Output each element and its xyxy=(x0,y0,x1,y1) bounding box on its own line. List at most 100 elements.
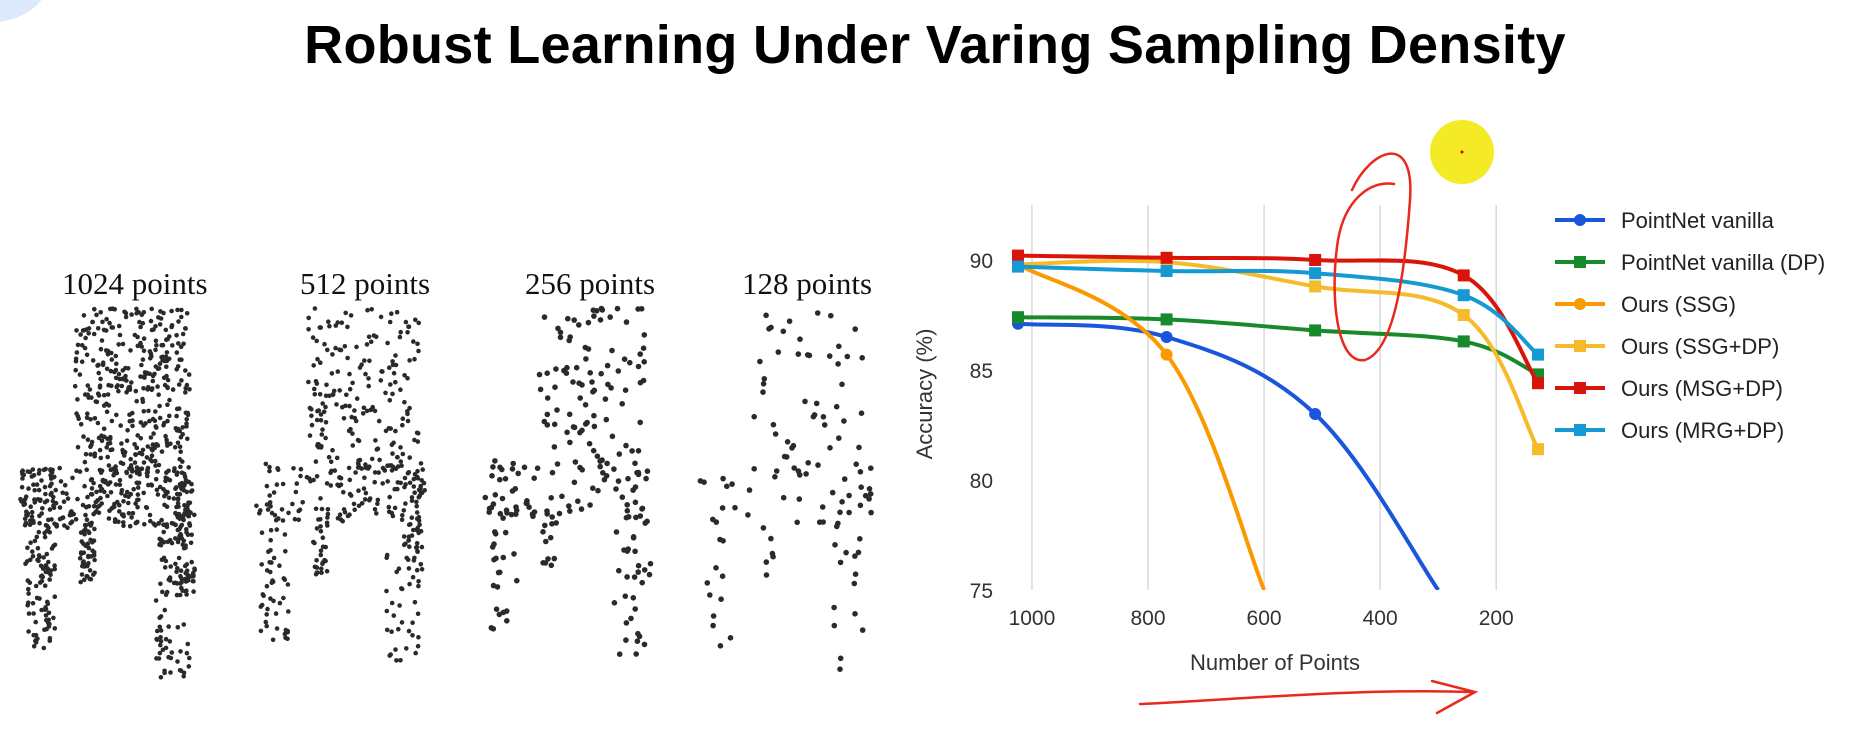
chair-point xyxy=(151,521,156,526)
chair-point xyxy=(412,599,418,605)
chair-point xyxy=(641,641,648,648)
chair-point xyxy=(866,486,873,492)
chair-point xyxy=(167,639,173,644)
chair-point xyxy=(153,476,159,482)
chair-point xyxy=(82,577,87,583)
chair-point xyxy=(573,364,580,371)
chair-point xyxy=(416,320,422,326)
chair-point xyxy=(32,488,37,493)
chair-point xyxy=(384,627,390,633)
chair-point xyxy=(814,310,821,316)
chair-point xyxy=(325,347,330,353)
chair-point xyxy=(640,345,647,352)
chair-point xyxy=(167,477,173,483)
chair-point xyxy=(140,357,146,362)
chair-point xyxy=(355,461,361,466)
chair-point xyxy=(183,368,188,373)
chair-point xyxy=(96,362,101,368)
chair-point xyxy=(839,381,845,388)
chair-point xyxy=(419,567,425,572)
chair-point xyxy=(334,402,339,407)
chair-point xyxy=(103,328,109,333)
chair-point xyxy=(422,488,428,493)
chair-point xyxy=(42,534,48,540)
chair-point xyxy=(836,435,842,441)
chair-point xyxy=(128,491,134,497)
chair-point xyxy=(76,416,81,422)
chair-point xyxy=(52,542,58,548)
chair-point xyxy=(361,486,367,491)
chair-point xyxy=(141,409,147,414)
chair-point xyxy=(323,420,329,425)
chair-point xyxy=(347,403,352,409)
chair-point xyxy=(632,460,638,467)
chair-point xyxy=(92,306,97,312)
x-tick-label: 1000 xyxy=(1009,607,1056,630)
chair-point xyxy=(296,508,302,514)
chair-point xyxy=(117,477,123,483)
chair-point xyxy=(622,593,629,599)
chair-point xyxy=(536,371,543,378)
chair-point xyxy=(175,565,180,571)
chair-point xyxy=(314,565,320,570)
chair-point xyxy=(160,354,166,360)
chair-point xyxy=(710,613,717,619)
chair-point xyxy=(186,372,192,377)
chair-point xyxy=(62,523,67,528)
chair-point xyxy=(761,376,768,382)
chair-point xyxy=(348,493,354,498)
chair-point xyxy=(50,498,56,504)
chair-point xyxy=(314,558,319,563)
chair-point xyxy=(68,520,73,526)
chair-point xyxy=(135,343,141,349)
chair-point xyxy=(82,459,88,465)
chair-point xyxy=(844,353,851,360)
chair-point xyxy=(117,332,123,338)
chair-point xyxy=(624,508,631,514)
chair-point xyxy=(321,409,327,415)
chair-point xyxy=(47,577,52,582)
chair-point xyxy=(121,523,126,528)
chair-point xyxy=(378,314,384,320)
chair-point xyxy=(149,483,155,488)
chair-point xyxy=(104,445,109,450)
chair-point xyxy=(141,460,147,465)
chair-point xyxy=(613,486,619,492)
chair-point xyxy=(162,607,168,613)
chair-point xyxy=(319,432,325,437)
chair-point xyxy=(25,578,31,583)
chair-point xyxy=(312,386,317,392)
chair-point xyxy=(292,516,298,522)
chair-point xyxy=(544,511,550,517)
chair-point xyxy=(604,362,611,369)
chair-point xyxy=(318,412,324,417)
chair-point xyxy=(47,530,52,535)
chair-point xyxy=(403,482,408,487)
chair-point xyxy=(102,434,107,440)
chair-point xyxy=(178,532,184,538)
chair-point xyxy=(183,508,188,514)
chair-point xyxy=(189,532,194,538)
chair-point xyxy=(813,400,820,407)
chair-point xyxy=(412,437,417,443)
chair-point xyxy=(117,376,122,382)
chair-point xyxy=(325,507,331,512)
chair-point xyxy=(802,398,808,405)
chair-point xyxy=(804,352,811,358)
chair-point xyxy=(188,574,193,579)
chair-point xyxy=(418,528,424,534)
chair-point xyxy=(327,323,332,329)
chair-point xyxy=(347,477,353,483)
chair-point xyxy=(172,445,178,450)
chair-point xyxy=(26,611,32,616)
chair-point xyxy=(412,555,417,561)
chair-point xyxy=(637,351,643,357)
chair-point xyxy=(356,503,362,509)
chair-point xyxy=(103,348,109,353)
chair-point xyxy=(314,338,320,344)
chair-point xyxy=(718,596,724,602)
chair-point xyxy=(118,460,124,466)
chair-point xyxy=(313,459,319,464)
chair-point xyxy=(268,504,273,509)
chair-point xyxy=(148,351,154,357)
